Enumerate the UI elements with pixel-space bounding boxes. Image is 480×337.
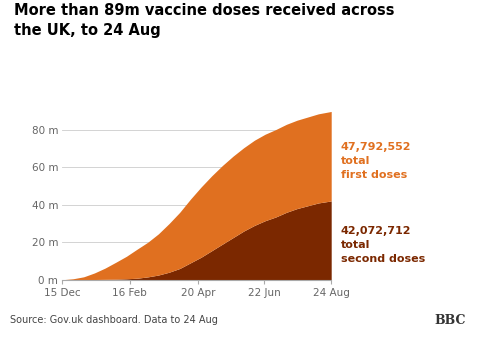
Text: More than 89m vaccine doses received across
the UK, to 24 Aug: More than 89m vaccine doses received acr…: [14, 3, 395, 37]
Text: 42,072,712
total
second doses: 42,072,712 total second doses: [341, 226, 425, 264]
Text: BBC: BBC: [434, 314, 466, 327]
Text: Source: Gov.uk dashboard. Data to 24 Aug: Source: Gov.uk dashboard. Data to 24 Aug: [10, 315, 217, 325]
Text: 47,792,552
total
first doses: 47,792,552 total first doses: [341, 142, 411, 180]
